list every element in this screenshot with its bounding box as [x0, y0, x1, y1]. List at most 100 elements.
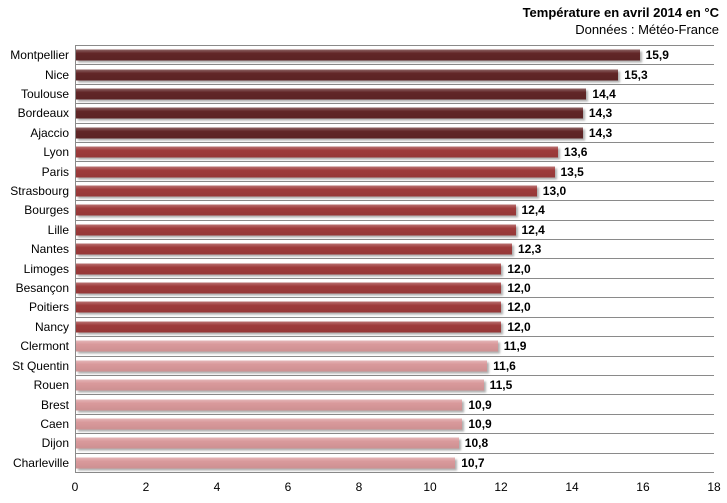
chart-row: Lyon 13,6	[43, 143, 714, 163]
value-label: 14,4	[592, 87, 616, 102]
category-label: Toulouse	[20, 87, 69, 102]
x-tick-label: 4	[213, 480, 221, 494]
chart-row: Nice 15,3	[45, 65, 714, 85]
value-label: 12,4	[521, 203, 545, 218]
value-label: 15,9	[645, 48, 669, 63]
value-label: 13,5	[560, 164, 584, 179]
x-tick-label: 2	[142, 480, 150, 494]
chart-row: Bordeaux 14,3	[18, 104, 714, 124]
chart-row: Nancy 12,0	[35, 318, 714, 338]
category-label: Rouen	[33, 378, 69, 393]
chart-row: Lille 12,4	[48, 221, 714, 241]
chart-row: Besançon 12,0	[16, 279, 714, 299]
value-label: 10,9	[468, 416, 492, 431]
chart-row: Montpellier 15,9	[10, 46, 714, 66]
x-tick-label: 8	[355, 480, 363, 494]
chart-row: Dijon 10,8	[42, 434, 714, 454]
chart-row: St Quentin 11,6	[12, 357, 714, 376]
category-label: Clermont	[20, 339, 69, 354]
value-label: 12,0	[507, 261, 531, 276]
bar	[76, 224, 516, 236]
chart-header: Température en avril 2014 en °C Données …	[523, 4, 719, 38]
category-label: St Quentin	[12, 358, 69, 373]
bar	[76, 301, 502, 313]
category-label: Nantes	[30, 242, 69, 257]
category-label: Brest	[40, 397, 69, 412]
category-label: Lille	[47, 222, 69, 237]
value-label: 10,9	[468, 397, 492, 412]
chart-row: Caen 10,9	[40, 415, 714, 435]
bar	[76, 418, 463, 430]
bar	[76, 107, 583, 119]
x-tick-label: 12	[494, 480, 508, 494]
category-label: Strasbourg	[10, 184, 69, 199]
chart-row: Limoges 12,0	[24, 259, 714, 279]
bar	[76, 204, 516, 216]
category-label: Poitiers	[28, 300, 69, 315]
plot-area: Montpellier 15,9 Nice 15,3 Toulouse 14,4…	[10, 45, 714, 473]
value-label: 15,3	[624, 67, 648, 82]
bar	[76, 146, 559, 158]
bar	[76, 49, 640, 61]
category-label: Nancy	[34, 319, 69, 334]
category-label: Besançon	[15, 281, 69, 296]
category-label: Bordeaux	[17, 106, 69, 121]
chart-subtitle: Données : Météo-France	[575, 22, 719, 37]
value-label: 10,7	[461, 455, 485, 470]
category-label: Montpellier	[10, 48, 69, 63]
bar	[76, 379, 484, 391]
value-label: 14,3	[588, 125, 613, 140]
x-tick-label: 18	[707, 480, 721, 494]
bar	[76, 340, 498, 352]
chart-row: Nantes 12,3	[31, 240, 714, 260]
category-label: Ajaccio	[30, 125, 69, 140]
category-label: Bourges	[24, 203, 69, 218]
category-label: Lyon	[43, 145, 69, 160]
bar	[76, 282, 502, 294]
bar	[76, 437, 459, 449]
value-label: 13,0	[542, 184, 567, 199]
value-label: 10,8	[464, 436, 489, 451]
x-tick-label: 6	[284, 480, 292, 494]
x-tick-label: 0	[71, 480, 79, 494]
bar	[76, 127, 583, 139]
chart-row: Clermont 11,9	[20, 337, 714, 357]
chart-row: Rouen 11,5	[34, 376, 714, 396]
value-label: 12,0	[507, 319, 531, 334]
value-label: 13,6	[564, 145, 588, 160]
x-axis: 0 2 4 6 8 10 12 14 16 18	[71, 480, 721, 498]
chart-row: Toulouse 14,4	[21, 85, 714, 105]
chart-title: Température en avril 2014 en °C	[522, 5, 719, 20]
chart-row: Strasbourg 13,0	[10, 182, 714, 202]
category-label: Dijon	[41, 436, 69, 451]
category-label: Charleville	[12, 455, 69, 470]
chart-row: Poitiers 12,0	[29, 298, 714, 318]
bar	[76, 166, 555, 178]
bar	[76, 69, 619, 81]
x-tick-label: 16	[636, 480, 650, 494]
value-label: 12,0	[507, 281, 531, 296]
chart-row: Brest 10,9	[41, 395, 714, 415]
bar	[76, 88, 587, 100]
chart-row: Ajaccio 14,3	[30, 124, 714, 144]
category-label: Nice	[44, 67, 69, 82]
chart-row: Paris 13,5	[42, 162, 714, 182]
bar	[76, 263, 502, 275]
value-label: 11,6	[493, 358, 516, 373]
value-label: 12,3	[517, 242, 542, 257]
value-label: 12,4	[521, 222, 545, 237]
value-label: 11,9	[503, 339, 527, 354]
bar	[76, 399, 463, 411]
chart-row: Bourges 12,4	[24, 201, 714, 221]
bar	[76, 360, 488, 372]
value-label: 14,3	[588, 106, 613, 121]
value-label: 11,5	[489, 378, 513, 393]
x-tick-label: 14	[565, 480, 579, 494]
value-label: 12,0	[507, 300, 531, 315]
x-tick-label: 10	[423, 480, 437, 494]
bar	[76, 321, 502, 333]
bar	[76, 457, 456, 469]
bar	[76, 243, 512, 255]
chart-row: Charleville 10,7	[13, 454, 714, 473]
